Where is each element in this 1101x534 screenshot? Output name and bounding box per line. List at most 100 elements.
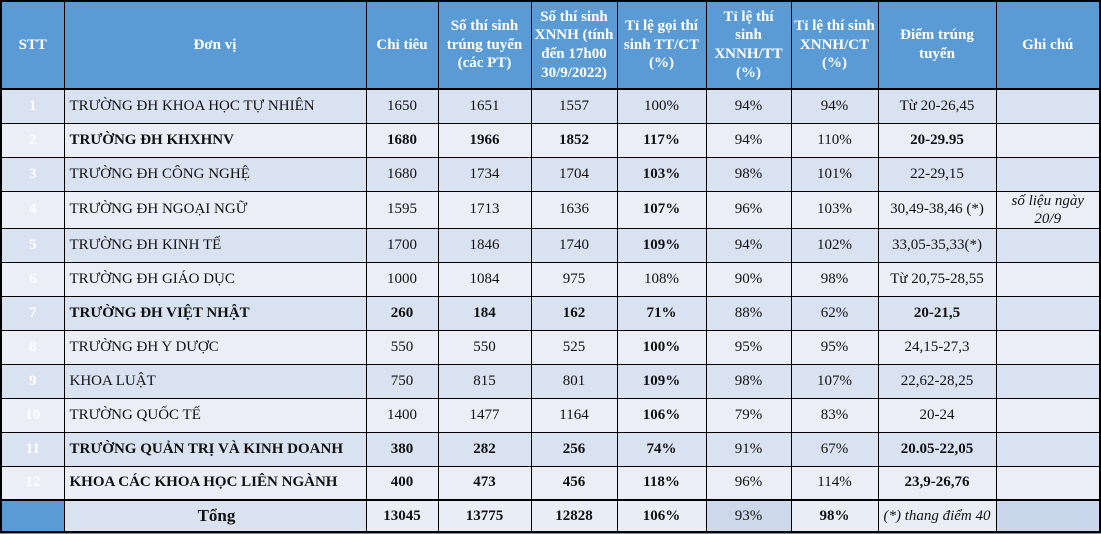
- cell-stt: 1: [0, 88, 65, 124]
- header-cell-xnnh-tt: Tỉ lệ thí sinh XNNH/TT (%): [705, 0, 792, 90]
- cell-xnnh_tt: 98%: [705, 156, 792, 192]
- header-row: STT Đơn vị Chỉ tiêu Số thí sinh trúng tu…: [0, 0, 1101, 90]
- cell-diem: (*) thang điểm 40: [877, 499, 997, 533]
- cell-stt: 11: [0, 431, 65, 467]
- cell-xnnh_ct: 67%: [790, 431, 879, 467]
- cell-xnnh_tt: 88%: [705, 295, 792, 331]
- cell-chi_tieu: 1680: [365, 156, 439, 192]
- cell-tt_ct: 108%: [616, 261, 707, 297]
- cell-xnnh_ct: 98%: [790, 261, 879, 297]
- cell-chi_tieu: 380: [365, 431, 439, 467]
- cell-chi_tieu: 1680: [365, 122, 439, 158]
- cell-xnnh_tt: 98%: [705, 363, 792, 399]
- table-row: 10 TRƯỜNG QUỐC TẾ 1400 1477 1164 106% 79% 83% 20…: [0, 397, 1101, 433]
- cell-name: TRƯỜNG ĐH KINH TẾ: [63, 227, 367, 263]
- cell-xnnh: 162: [530, 295, 618, 331]
- cell-ghi_chu: [995, 122, 1101, 158]
- cell-chi_tieu: 13045: [365, 499, 439, 533]
- cell-name: TRƯỜNG ĐH VIỆT NHẬT: [63, 295, 367, 331]
- header-cell-don-vi: Đơn vị: [63, 0, 367, 90]
- cell-tt_ct: 71%: [616, 295, 707, 331]
- cell-stt: 4: [0, 190, 65, 229]
- cell-ghi_chu: [995, 227, 1101, 263]
- cell-xnnh: 525: [530, 329, 618, 365]
- cell-xnnh: 1740: [530, 227, 618, 263]
- header-cell-xnnh-ct: Tỉ lệ thí sinh XNNH/CT (%): [790, 0, 879, 90]
- cell-stt: 2: [0, 122, 65, 158]
- cell-trung_tuyen: 550: [437, 329, 532, 365]
- cell-tt_ct: 117%: [616, 122, 707, 158]
- header-cell-stt: STT: [0, 0, 65, 90]
- cell-diem: 20.05-22,05: [877, 431, 997, 467]
- cell-trung_tuyen: 13775: [437, 499, 532, 533]
- cell-tt_ct: 109%: [616, 227, 707, 263]
- cell-tt_ct: 107%: [616, 190, 707, 229]
- cell-diem: 20-24: [877, 397, 997, 433]
- cell-xnnh_tt: 96%: [705, 190, 792, 229]
- header-cell-ghi-chu: Ghi chú: [995, 0, 1101, 90]
- cell-trung_tuyen: 473: [437, 465, 532, 501]
- cell-name: TRƯỜNG ĐH NGOẠI NGỮ: [63, 190, 367, 229]
- cell-xnnh: 1852: [530, 122, 618, 158]
- cell-trung_tuyen: 282: [437, 431, 532, 467]
- table-row: 3 TRƯỜNG ĐH CÔNG NGHỆ 1680 1734 1704 103% 98% 1…: [0, 156, 1101, 192]
- cell-stt: 10: [0, 397, 65, 433]
- cell-xnnh_ct: 98%: [790, 499, 879, 533]
- cell-xnnh_ct: 107%: [790, 363, 879, 399]
- cell-chi_tieu: 1595: [365, 190, 439, 229]
- cell-tt_ct: 103%: [616, 156, 707, 192]
- cell-chi_tieu: 400: [365, 465, 439, 501]
- cell-ghi_chu: số liệu ngày 20/9: [995, 190, 1101, 229]
- cell-stt: 3: [0, 156, 65, 192]
- cell-stt: 9: [0, 363, 65, 399]
- cell-trung_tuyen: 1651: [437, 88, 532, 124]
- cell-stt: 5: [0, 227, 65, 263]
- cell-xnnh_tt: 94%: [705, 227, 792, 263]
- cell-tt_ct: 100%: [616, 88, 707, 124]
- cell-diem: 22,62-28,25: [877, 363, 997, 399]
- header-cell-diem: Điểm trúng tuyển: [877, 0, 997, 90]
- cell-diem: Từ 20,75-28,55: [877, 261, 997, 297]
- cell-trung_tuyen: 1734: [437, 156, 532, 192]
- cell-stt: [0, 499, 65, 533]
- cell-stt: 12: [0, 465, 65, 501]
- cell-stt: 7: [0, 295, 65, 331]
- cell-name: TRƯỜNG QUẢN TRỊ VÀ KINH DOANH: [63, 431, 367, 467]
- cell-chi_tieu: 750: [365, 363, 439, 399]
- cell-chi_tieu: 260: [365, 295, 439, 331]
- cell-trung_tuyen: 1846: [437, 227, 532, 263]
- cell-name: TRƯỜNG ĐH Y DƯỢC: [63, 329, 367, 365]
- header-cell-xnnh: Số thí sinh XNNH (tính đến 17h00 30/9/20…: [530, 0, 618, 90]
- cell-xnnh_tt: 94%: [705, 88, 792, 124]
- cell-ghi_chu: [995, 499, 1101, 533]
- table-row: 9 KHOA LUẬT 750 815 801 109% 98% 107% 22,62-28,2…: [0, 363, 1101, 399]
- cell-ghi_chu: [995, 431, 1101, 467]
- header-cell-tt-ct: Tỉ lệ gọi thí sinh TT/CT (%): [616, 0, 707, 90]
- cell-xnnh: 975: [530, 261, 618, 297]
- cell-diem: 23,9-26,76: [877, 465, 997, 501]
- cell-trung_tuyen: 184: [437, 295, 532, 331]
- cell-chi_tieu: 1650: [365, 88, 439, 124]
- cell-ghi_chu: [995, 397, 1101, 433]
- cell-xnnh_tt: 91%: [705, 431, 792, 467]
- cell-ghi_chu: [995, 88, 1101, 124]
- cell-diem: 24,15-27,3: [877, 329, 997, 365]
- cell-diem: 33,05-35,33(*): [877, 227, 997, 263]
- cell-chi_tieu: 1000: [365, 261, 439, 297]
- cell-trung_tuyen: 1084: [437, 261, 532, 297]
- cell-tt_ct: 118%: [616, 465, 707, 501]
- cell-chi_tieu: 1700: [365, 227, 439, 263]
- table-row: 12 KHOA CÁC KHOA HỌC LIÊN NGÀNH 400 473 456 1…: [0, 465, 1101, 501]
- table-row: 2 TRƯỜNG ĐH KHXHNV 1680 1966 1852 117% 94% 110%…: [0, 122, 1101, 158]
- cell-trung_tuyen: 1966: [437, 122, 532, 158]
- table-row: 4 TRƯỜNG ĐH NGOẠI NGỮ 1595 1713 1636 107% 96% 1…: [0, 190, 1101, 229]
- cell-xnnh_tt: 95%: [705, 329, 792, 365]
- cell-trung_tuyen: 1477: [437, 397, 532, 433]
- cell-ghi_chu: [995, 261, 1101, 297]
- cell-ghi_chu: [995, 156, 1101, 192]
- cell-tt_ct: 74%: [616, 431, 707, 467]
- cell-diem: 20-21,5: [877, 295, 997, 331]
- cell-xnnh_tt: 96%: [705, 465, 792, 501]
